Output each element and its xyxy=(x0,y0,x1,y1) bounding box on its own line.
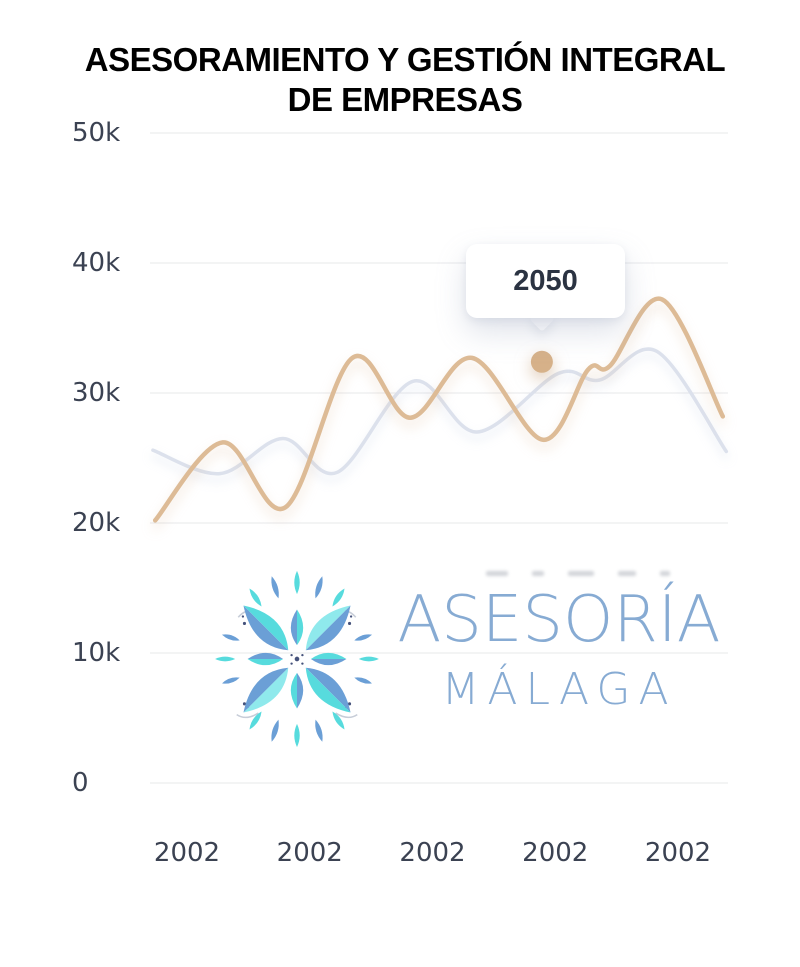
side-droplets xyxy=(215,634,379,684)
y-tick-20k: 20k xyxy=(72,508,121,538)
big-petals xyxy=(243,605,351,713)
highlight-dot[interactable] xyxy=(530,350,553,373)
page-title-line2: DE EMPRESAS xyxy=(287,81,523,118)
logo-text: ASESORÍA MÁLAGA xyxy=(394,560,724,712)
leaf-fans xyxy=(249,570,345,748)
small-petals xyxy=(247,609,347,709)
y-tick-50k: 50k xyxy=(72,118,121,148)
primary-line xyxy=(152,296,726,523)
tooltip-value: 2050 xyxy=(513,264,578,297)
x-tick-2: 2002 xyxy=(399,838,466,868)
asesoria-malaga-logo: ASESORÍA MÁLAGA xyxy=(212,560,724,758)
line-chart xyxy=(150,132,729,784)
x-tick-0: 2002 xyxy=(153,838,221,868)
flower-mandala-icon xyxy=(215,570,379,748)
logo-word-asesoria: ASESORÍA xyxy=(397,583,721,657)
x-tick-4: 2002 xyxy=(644,838,712,868)
secondary-line xyxy=(151,347,729,476)
y-tick-40k: 40k xyxy=(72,248,121,278)
page-title-line1: ASESORAMIENTO Y GESTIÓN INTEGRAL xyxy=(84,41,726,78)
tooltip: 2050 xyxy=(466,244,625,318)
x-tick-3: 2002 xyxy=(522,838,589,868)
page-title: ASESORAMIENTO Y GESTIÓN INTEGRAL DE EMPR… xyxy=(10,40,800,120)
y-tick-0: 0 xyxy=(72,768,89,798)
x-tick-1: 2002 xyxy=(276,838,343,868)
y-tick-30k: 30k xyxy=(72,378,121,408)
logo-word-malaga: MÁLAGA xyxy=(441,664,677,715)
faded-watermark-text xyxy=(486,571,670,576)
y-tick-10k: 10k xyxy=(72,638,121,668)
